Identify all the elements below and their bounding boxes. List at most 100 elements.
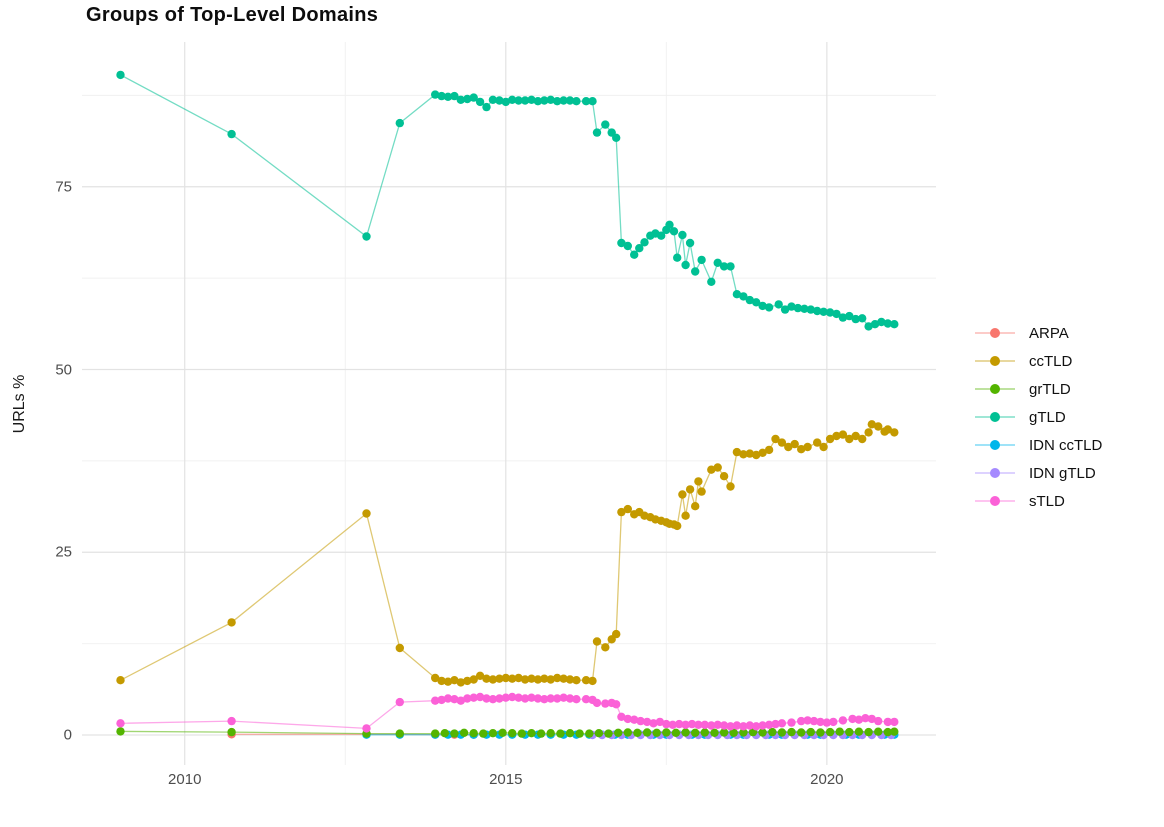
data-point-gtld (758, 301, 767, 311)
data-point-gtld (533, 97, 543, 106)
data-point-stld (362, 724, 371, 733)
data-point-cctld (592, 637, 602, 646)
data-point-grtld (623, 728, 632, 737)
data-point-gtld (707, 277, 716, 286)
data-point-gtld (665, 220, 674, 229)
data-point-cctld (691, 502, 700, 511)
data-point-cctld (685, 485, 695, 494)
data-point-stld (227, 716, 236, 726)
data-point-cctld (514, 673, 523, 683)
data-point-gtld (858, 314, 867, 323)
data-point-cctld (508, 674, 517, 683)
data-point-stld (553, 694, 562, 703)
data-point-grtld (508, 729, 517, 738)
data-point-gtld (745, 295, 754, 305)
data-point-stld (662, 719, 671, 729)
data-point-grtld (864, 727, 873, 737)
data-point-stld (443, 694, 453, 703)
data-point-grtld (479, 729, 488, 738)
data-point-cctld (527, 674, 536, 683)
series-line-gtld (120, 74, 895, 328)
data-point-grtld (440, 729, 449, 738)
legend-key-icon (975, 468, 1015, 478)
data-point-stld (732, 721, 742, 730)
data-point-stld (463, 694, 472, 703)
legend-item-cctld: ccTLD (973, 347, 1102, 375)
data-point-cctld (623, 504, 632, 514)
data-point-stld (482, 694, 491, 703)
data-point-cctld (784, 442, 793, 452)
data-point-cctld (803, 442, 812, 452)
data-point-grtld (729, 728, 738, 737)
data-point-stld (475, 692, 485, 702)
data-point-stld (838, 716, 848, 725)
data-point-stld (508, 692, 517, 702)
data-point-gtld (553, 97, 562, 106)
x-tick-label: 2020 (810, 771, 844, 788)
data-point-gtld (463, 94, 472, 104)
data-point-gtld (116, 70, 125, 80)
legend-label: ARPA (1029, 324, 1069, 342)
legend-label: IDN ccTLD (1029, 436, 1103, 454)
data-point-stld (861, 714, 870, 723)
data-point-gtld (806, 305, 815, 314)
data-point-gtld (864, 322, 873, 331)
data-point-grtld (845, 727, 854, 737)
data-point-cctld (553, 673, 562, 683)
data-point-gtld (431, 90, 440, 99)
data-point-stld (816, 717, 825, 727)
data-point-grtld (536, 729, 546, 738)
legend-label: IDN gTLD (1029, 464, 1096, 482)
data-point-stld (431, 696, 440, 705)
data-point-grtld (116, 727, 125, 736)
data-point-gtld (540, 96, 549, 105)
data-point-grtld (710, 728, 719, 737)
data-point-stld (803, 716, 812, 725)
data-point-cctld (617, 507, 626, 517)
data-point-grtld (700, 728, 709, 737)
data-point-stld (527, 693, 536, 702)
data-point-stld (540, 695, 549, 704)
data-point-cctld (601, 643, 610, 652)
data-point-cctld (559, 674, 568, 683)
data-point-cctld (463, 676, 472, 686)
y-tick-label: 25 (55, 543, 72, 561)
data-point-gtld (482, 102, 491, 112)
data-point-grtld (662, 728, 671, 737)
data-point-grtld (691, 728, 700, 737)
data-point-gtld (443, 92, 453, 102)
data-point-cctld (739, 450, 748, 459)
data-point-gtld (787, 302, 796, 311)
data-point-stld (707, 721, 716, 730)
legend: ARPA ccTLD grTLD gTLD IDN ccTLD IDN gTLD sTLD (973, 319, 1102, 515)
data-point-grtld (450, 729, 459, 738)
legend-key-icon (975, 412, 1015, 422)
data-point-gtld (780, 305, 790, 314)
data-point-stld (681, 720, 690, 729)
data-point-gtld (832, 309, 841, 319)
data-point-stld (601, 699, 610, 708)
legend-key-icon (975, 496, 1015, 506)
data-point-gtld (456, 95, 465, 105)
data-point-cctld (540, 674, 549, 683)
legend-label: ccTLD (1029, 352, 1073, 370)
data-point-cctld (546, 675, 555, 684)
data-point-gtld (739, 292, 748, 301)
data-point-grtld (517, 729, 526, 738)
data-point-grtld (642, 728, 652, 737)
data-point-cctld (565, 675, 575, 684)
plot-title: Groups of Top-Level Domains (86, 4, 379, 26)
data-point-gtld (559, 96, 568, 105)
data-point-grtld (227, 727, 236, 737)
data-point-cctld (758, 448, 767, 457)
legend-key-icon (975, 440, 1015, 450)
data-point-grtld (890, 727, 899, 736)
data-point-stld (700, 720, 709, 729)
data-point-grtld (585, 729, 594, 738)
data-point-stld (612, 700, 621, 709)
data-point-grtld (594, 729, 604, 738)
data-point-grtld (395, 729, 404, 738)
data-point-cctld (431, 673, 440, 683)
data-point-gtld (673, 253, 682, 262)
